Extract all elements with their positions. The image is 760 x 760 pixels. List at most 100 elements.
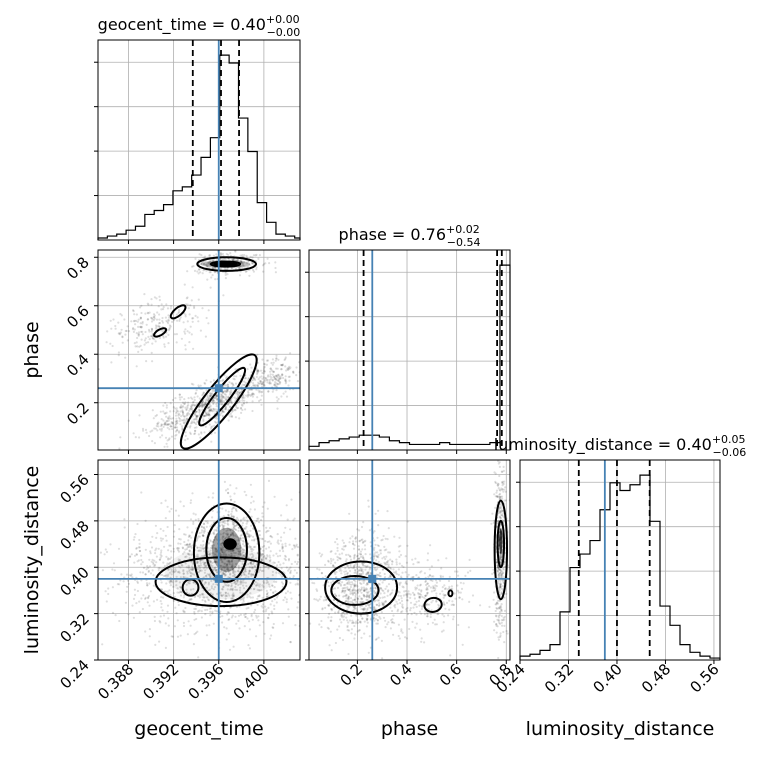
sample-point [336, 555, 339, 559]
sample-point [223, 558, 226, 561]
sample-point [266, 593, 269, 596]
sample-point [343, 589, 346, 592]
sample-point [202, 593, 205, 596]
sample-point [174, 437, 177, 440]
sample-point [237, 583, 240, 587]
sample-point [203, 414, 206, 418]
sample-point [202, 526, 205, 530]
sample-point [187, 307, 190, 310]
sample-point [430, 575, 433, 578]
sample-point [241, 408, 244, 412]
sample-point [374, 586, 377, 590]
sample-point [205, 265, 208, 268]
sample-point [381, 557, 384, 560]
sample-point [173, 524, 176, 527]
sample-point [202, 404, 205, 407]
sample-point [127, 579, 130, 582]
sample-point [187, 543, 191, 547]
sample-point [383, 592, 386, 595]
sample-point [107, 587, 110, 590]
sample-point [238, 559, 241, 562]
sample-point [139, 317, 142, 320]
sample-point [366, 621, 369, 624]
sample-point [372, 554, 375, 558]
sample-point [134, 345, 137, 348]
sample-point [345, 612, 349, 615]
sample-point [249, 255, 252, 258]
sample-point [195, 555, 198, 558]
sample-point [189, 408, 192, 411]
sample-point [329, 557, 333, 561]
sample-point [200, 431, 203, 434]
sample-point [227, 570, 230, 573]
sample-point [166, 320, 169, 323]
sample-point [208, 553, 211, 556]
sample-point [353, 557, 356, 560]
sample-point [289, 591, 292, 594]
sample-point [152, 574, 155, 577]
sample-point [194, 413, 197, 417]
sample-point [104, 548, 107, 551]
sample-point [160, 606, 163, 609]
sample-point [497, 619, 500, 623]
sample-point [177, 549, 180, 552]
sample-point [363, 595, 366, 598]
sample-point [346, 587, 349, 591]
sample-point [199, 384, 202, 387]
sample-point [286, 518, 289, 521]
sample-point [199, 404, 202, 407]
sample-point [251, 539, 254, 542]
sample-point [238, 566, 241, 569]
sample-point [223, 626, 226, 629]
sample-point [186, 412, 189, 415]
sample-point [376, 551, 379, 554]
sample-point [232, 377, 235, 380]
sample-point [222, 572, 225, 576]
sample-point [189, 304, 192, 307]
sample-point [327, 604, 330, 607]
sample-point [224, 406, 227, 409]
sample-point [504, 499, 508, 502]
sample-point [360, 582, 363, 586]
sample-point [158, 428, 162, 431]
sample-point [165, 582, 168, 585]
sample-point [503, 499, 506, 502]
sample-point [214, 547, 218, 551]
sample-point [277, 379, 280, 382]
sample-point [315, 598, 318, 601]
sample-point [109, 342, 112, 345]
sample-point [249, 573, 253, 576]
sample-point [223, 569, 226, 572]
sample-point [333, 571, 336, 574]
sample-point [318, 623, 321, 626]
sample-point [461, 598, 464, 601]
sample-point [212, 552, 215, 555]
sample-point [135, 313, 138, 316]
sample-point [139, 306, 142, 309]
sample-point [232, 258, 235, 261]
sample-point [181, 414, 184, 417]
sample-point [211, 400, 214, 403]
sample-point [210, 585, 213, 588]
sample-point [151, 318, 154, 321]
sample-point [336, 601, 339, 604]
sample-point [221, 594, 224, 597]
sample-point [499, 583, 502, 586]
sample-point [250, 366, 253, 369]
sample-point [358, 529, 361, 532]
sample-point [262, 564, 265, 567]
sample-point [346, 564, 349, 567]
sample-point [231, 532, 234, 535]
sample-point [269, 367, 272, 370]
sample-point [243, 377, 247, 380]
sample-point [262, 263, 266, 266]
sample-point [274, 261, 277, 264]
sample-point [355, 620, 358, 623]
sample-point [280, 368, 283, 371]
sample-point [215, 550, 218, 554]
sample-point [211, 561, 214, 565]
sample-point [498, 516, 502, 519]
sample-point [225, 389, 228, 392]
sample-point [172, 406, 175, 409]
sample-point [344, 560, 347, 563]
